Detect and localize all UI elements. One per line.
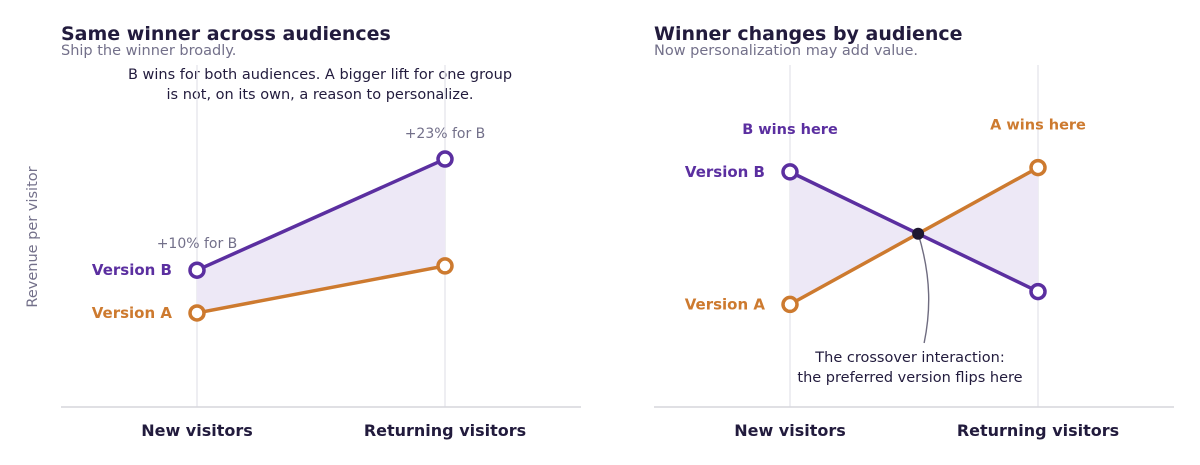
left-series-line-version-b — [195, 157, 447, 272]
left-chart-subtitle: Ship the winner broadly. — [61, 43, 236, 59]
crossover-leader-line — [917, 233, 930, 344]
right-category-new-visitors: New visitors — [734, 421, 846, 440]
crossover-note-line1: The crossover interaction: — [814, 350, 1004, 366]
right-chart-subtitle: Now personalization may add value. — [654, 43, 918, 59]
left-series-line-version-a — [195, 264, 447, 315]
right-b-wins-area — [790, 171, 919, 305]
left-chart-title: Same winner across audiences — [61, 23, 391, 45]
left-point-version-b-new — [188, 261, 206, 279]
left-lift-area — [197, 159, 445, 313]
y-axis-label: Revenue per visitor — [25, 166, 41, 307]
left-point-version-a-new — [188, 304, 206, 322]
left-lift-label-new: +10% for B — [157, 236, 238, 252]
right-point-version-a-returning — [1029, 158, 1047, 177]
left-category-new-visitors: New visitors — [141, 421, 253, 440]
left-series-label-version-a: Version A — [92, 304, 173, 322]
right-point-version-b-new — [781, 163, 799, 181]
left-panel: Same winner across audiences Ship the wi… — [25, 23, 581, 440]
right-point-version-a-new — [781, 295, 799, 314]
right-point-version-b-returning — [1029, 282, 1047, 301]
crossover-note-line2: the preferred version flips here — [797, 370, 1022, 386]
a-wins-label: A wins here — [990, 118, 1086, 134]
left-point-version-a-returning — [436, 257, 454, 275]
right-series-label-version-b: Version B — [685, 163, 765, 181]
left-point-version-b-returning — [436, 150, 454, 168]
right-chart-title: Winner changes by audience — [654, 23, 963, 45]
left-note-line1: B wins for both audiences. A bigger lift… — [128, 67, 512, 83]
left-series-label-version-b: Version B — [92, 261, 172, 279]
right-category-returning-visitors: Returning visitors — [957, 421, 1119, 440]
left-note-line2: is not, on its own, a reason to personal… — [167, 87, 474, 103]
right-panel: Winner changes by audience Now personali… — [654, 23, 1174, 440]
left-lift-label-returning: +23% for B — [405, 126, 486, 142]
b-wins-label: B wins here — [742, 122, 838, 138]
crossover-point — [912, 227, 925, 240]
right-series-label-version-a: Version A — [685, 295, 766, 313]
right-a-wins-area — [918, 167, 1038, 292]
left-category-returning-visitors: Returning visitors — [364, 421, 526, 440]
